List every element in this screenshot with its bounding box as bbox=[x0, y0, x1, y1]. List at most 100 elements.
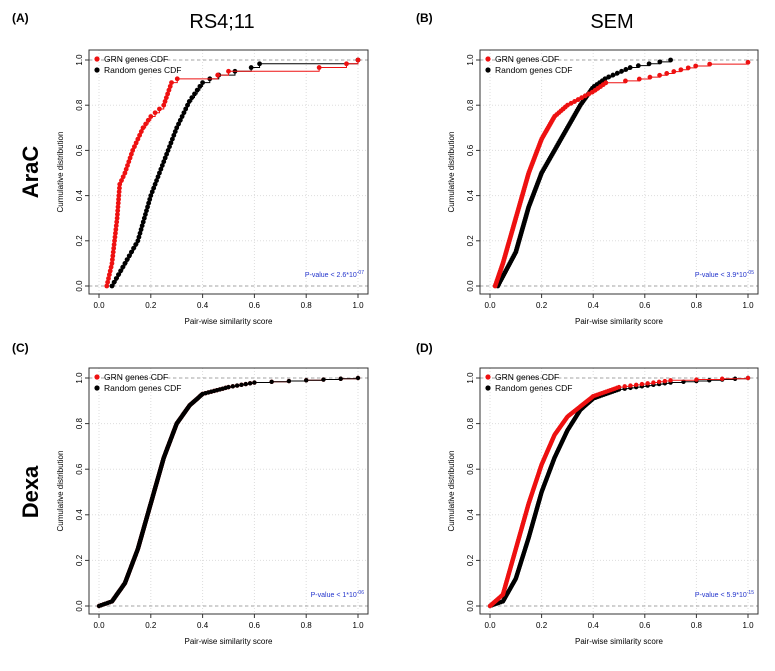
cdf-point bbox=[140, 219, 146, 225]
cdf-point bbox=[656, 379, 662, 384]
cdf-point bbox=[286, 378, 292, 384]
y-axis-label: Cumulative distribution bbox=[56, 451, 65, 532]
legend-marker bbox=[94, 374, 100, 380]
y-tick-label: 0.0 bbox=[75, 600, 84, 612]
cdf-point bbox=[107, 268, 113, 274]
plot-frame bbox=[88, 49, 369, 295]
cdf-point bbox=[189, 95, 195, 101]
cdf-point bbox=[174, 125, 180, 131]
cdf-point bbox=[192, 91, 197, 97]
cdf-point bbox=[124, 257, 130, 263]
x-tick-label: 0.8 bbox=[691, 621, 703, 630]
cdf-point bbox=[115, 204, 121, 210]
cdf-point bbox=[610, 72, 616, 78]
y-tick-label: 0.6 bbox=[466, 463, 475, 475]
cdf-point bbox=[138, 227, 144, 232]
panel-c: (C) 0.0 0.2 0.4 0.6 0.8 1.0 0.0 0.2 0.4 0.6 0.8 1.0 P… bbox=[12, 341, 369, 646]
series-grn-genes bbox=[492, 59, 751, 289]
series-grn-genes bbox=[96, 375, 361, 609]
p-value-annotation: P-value < 2.6*10-07 bbox=[305, 270, 364, 279]
legend-label: GRN genes CDF bbox=[104, 54, 168, 64]
x-tick-label: 1.0 bbox=[742, 621, 754, 630]
cdf-point bbox=[257, 61, 262, 67]
y-tick-label: 0.4 bbox=[75, 509, 84, 521]
cdf-point bbox=[113, 223, 119, 229]
cdf-point bbox=[582, 93, 588, 99]
p-value-annotation: P-value < 5.9*10-15 bbox=[695, 590, 754, 599]
cdf-point bbox=[226, 384, 231, 390]
cdf-step-line bbox=[490, 378, 749, 607]
cdf-point bbox=[321, 377, 326, 382]
cdf-point bbox=[135, 136, 141, 142]
cdf-point bbox=[586, 91, 592, 97]
cdf-point bbox=[139, 223, 145, 229]
x-tick-label: 1.0 bbox=[742, 301, 754, 310]
cdf-point bbox=[159, 163, 165, 168]
cdf-point bbox=[133, 242, 139, 247]
cdf-point bbox=[575, 97, 581, 102]
cdf-point bbox=[144, 208, 149, 214]
cdf-point bbox=[248, 65, 254, 70]
cdf-point bbox=[104, 283, 110, 289]
cdf-point bbox=[109, 283, 115, 289]
cdf-point bbox=[162, 155, 168, 161]
cdf-point bbox=[114, 215, 120, 221]
cdf-point bbox=[565, 102, 570, 108]
x-tick-label: 0.6 bbox=[639, 301, 651, 310]
cdf-point bbox=[344, 61, 349, 67]
x-tick-label: 0.2 bbox=[536, 301, 548, 310]
cdf-point bbox=[135, 238, 141, 244]
cdf-point bbox=[110, 249, 116, 255]
cdf-point bbox=[157, 170, 162, 176]
column-title-sem: SEM bbox=[590, 11, 633, 33]
cdf-point bbox=[113, 230, 118, 236]
cdf-point bbox=[647, 74, 653, 80]
cdf-point bbox=[186, 99, 192, 104]
legend-marker bbox=[94, 385, 100, 391]
cdf-point bbox=[707, 378, 712, 383]
cdf-point bbox=[128, 249, 134, 255]
cdf-point bbox=[602, 76, 608, 82]
cdf-point bbox=[183, 106, 189, 112]
cdf-point bbox=[148, 193, 154, 199]
cdf-point bbox=[628, 383, 633, 388]
cdf-point bbox=[572, 99, 578, 104]
y-tick-label: 1.0 bbox=[75, 54, 84, 66]
cdf-point bbox=[157, 106, 162, 112]
cdf-point bbox=[645, 381, 650, 386]
cdf-point bbox=[694, 377, 699, 382]
y-tick-label: 1.0 bbox=[75, 372, 84, 384]
y-tick-label: 0.6 bbox=[466, 144, 475, 156]
cdf-point bbox=[162, 99, 168, 104]
cdf-point bbox=[119, 178, 124, 183]
cdf-point bbox=[176, 121, 181, 127]
y-tick-label: 0.8 bbox=[75, 99, 84, 111]
series-random-genes bbox=[109, 57, 361, 289]
x-tick-label: 1.0 bbox=[352, 301, 364, 310]
cdf-step-line bbox=[490, 378, 749, 607]
cdf-point bbox=[145, 117, 151, 123]
cdf-point bbox=[126, 159, 132, 165]
cdf-point bbox=[171, 132, 177, 138]
cdf-point bbox=[116, 272, 121, 278]
x-tick-label: 0.6 bbox=[249, 621, 261, 630]
cdf-point bbox=[161, 159, 167, 165]
x-axis-label: Pair-wise similarity score bbox=[184, 317, 273, 326]
cdf-point bbox=[252, 380, 257, 385]
cdf-point bbox=[243, 381, 248, 387]
y-tick-label: 0.4 bbox=[466, 189, 475, 201]
cdf-point bbox=[147, 196, 153, 202]
cdf-point bbox=[122, 170, 128, 176]
cdf-point bbox=[174, 76, 180, 82]
y-tick-label: 0.8 bbox=[466, 417, 475, 429]
cdf-point bbox=[122, 261, 128, 266]
cdf-point bbox=[115, 208, 121, 214]
cdf-point bbox=[125, 163, 130, 168]
cdf-point bbox=[117, 185, 122, 191]
cdf-point bbox=[120, 174, 126, 180]
cdf-point bbox=[234, 383, 240, 388]
cdf-point bbox=[131, 245, 136, 251]
x-tick-label: 0.0 bbox=[93, 621, 105, 630]
x-tick-label: 0.2 bbox=[536, 621, 548, 630]
cdf-point bbox=[128, 151, 134, 157]
